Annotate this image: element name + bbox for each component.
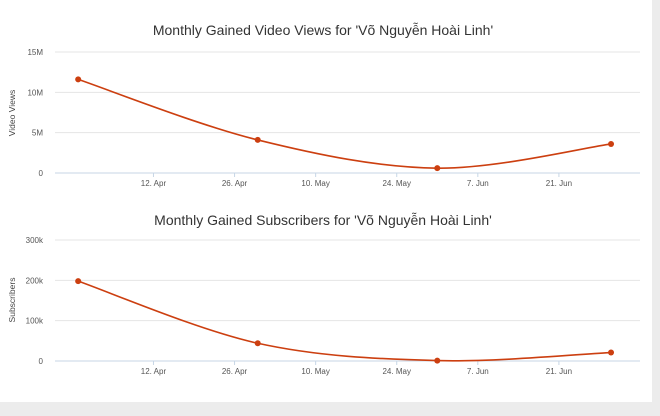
y-axis-title: Video Views [7, 90, 17, 136]
data-point [75, 278, 82, 285]
data-point [434, 357, 441, 364]
gridlines [55, 239, 640, 362]
x-tick-label: 24. May [382, 367, 410, 376]
x-tick-labels: 12. Apr 26. Apr 10. May 24. May 7. Jun 21. Ju… [141, 173, 572, 188]
x-tick-label: 10. May [301, 367, 329, 376]
subscribers-chart: Monthly Gained Subscribers for 'Võ Nguyễ… [7, 212, 640, 376]
data-point [608, 140, 615, 147]
y-tick-label: 10M [27, 88, 43, 97]
series-layer [75, 76, 615, 172]
y-axis-title: Subscribers [7, 278, 17, 323]
x-tick-label: 7. Jun [467, 367, 489, 376]
x-tick-label: 21. Jun [546, 179, 572, 188]
data-point [434, 165, 441, 172]
data-point [75, 76, 82, 83]
y-tick-label: 0 [39, 357, 44, 366]
x-tick-label: 10. May [301, 179, 329, 188]
y-tick-label: 15M [27, 48, 43, 57]
data-point [254, 340, 261, 347]
x-tick-label: 12. Apr [141, 367, 167, 376]
series-layer [75, 278, 615, 364]
y-tick-labels: 0 5M 10M 15M [27, 48, 43, 178]
y-tick-label: 0 [39, 169, 44, 178]
chart-title: Monthly Gained Video Views for 'Võ Nguyễ… [153, 22, 493, 38]
data-point [254, 136, 261, 143]
charts-panel: Monthly Gained Video Views for 'Võ Nguyễ… [0, 0, 652, 402]
y-tick-labels: 0 100k 200k 300k [26, 236, 44, 366]
x-tick-label: 26. Apr [222, 179, 248, 188]
x-tick-label: 21. Jun [546, 367, 572, 376]
x-tick-label: 12. Apr [141, 179, 167, 188]
series-line [77, 280, 612, 362]
x-tick-label: 24. May [382, 179, 410, 188]
chart-title: Monthly Gained Subscribers for 'Võ Nguyễ… [154, 212, 492, 228]
x-tick-label: 26. Apr [222, 367, 248, 376]
series-line [77, 78, 612, 169]
gridlines [55, 51, 640, 174]
y-tick-label: 200k [26, 276, 44, 285]
video-views-chart: Monthly Gained Video Views for 'Võ Nguyễ… [7, 22, 640, 188]
y-tick-label: 5M [32, 129, 43, 138]
x-tick-labels: 12. Apr 26. Apr 10. May 24. May 7. Jun 21. Ju… [141, 361, 572, 376]
x-tick-label: 7. Jun [467, 179, 489, 188]
y-tick-label: 300k [26, 236, 44, 245]
data-point [608, 349, 615, 356]
y-tick-label: 100k [26, 317, 44, 326]
